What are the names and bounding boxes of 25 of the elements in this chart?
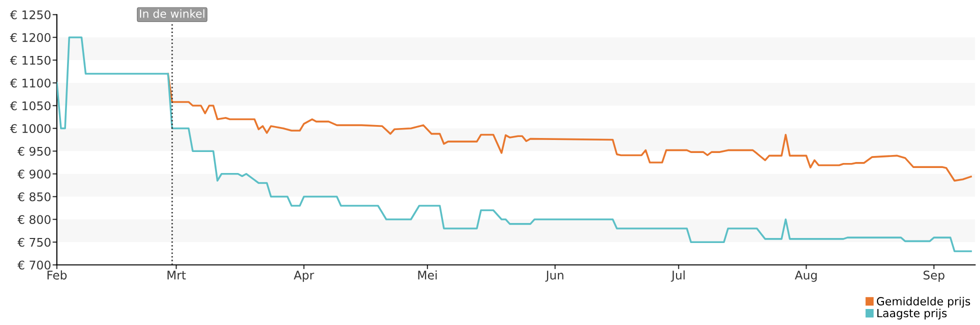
y-tick-label: € 700 xyxy=(17,260,50,270)
y-tick-label: € 900 xyxy=(17,170,50,179)
legend-label: Laagste prijs xyxy=(877,308,947,320)
x-tick-label: Sep xyxy=(924,270,944,282)
x-tick-label: Jun xyxy=(545,270,564,282)
y-tick-label: € 1200 xyxy=(10,33,50,42)
x-tick-label: Aug xyxy=(794,270,817,282)
x-tick-label: Jul xyxy=(670,270,685,282)
y-tick-label: € 1150 xyxy=(10,56,50,65)
y-tick-label: € 1050 xyxy=(10,101,50,110)
y-tick-label: € 750 xyxy=(17,238,50,247)
ref-line-label: In de winkel xyxy=(140,9,204,18)
y-tick-label: € 950 xyxy=(17,146,50,156)
x-tick-label: Feb xyxy=(48,270,67,280)
line-series xyxy=(56,36,972,252)
x-tick-label: Apr xyxy=(294,270,314,282)
legend-label: Gemiddelde prijs xyxy=(876,296,970,308)
line-series xyxy=(167,72,972,182)
x-tick-label: Mei xyxy=(418,270,437,280)
x-tick-label: Mrt xyxy=(168,270,186,280)
y-tick-label: € 850 xyxy=(17,192,50,202)
y-tick-label: € 1250 xyxy=(10,10,50,20)
y-tick-label: € 1100 xyxy=(10,78,50,88)
y-tick-label: € 800 xyxy=(17,215,50,224)
y-tick-label: € 1000 xyxy=(10,124,50,134)
